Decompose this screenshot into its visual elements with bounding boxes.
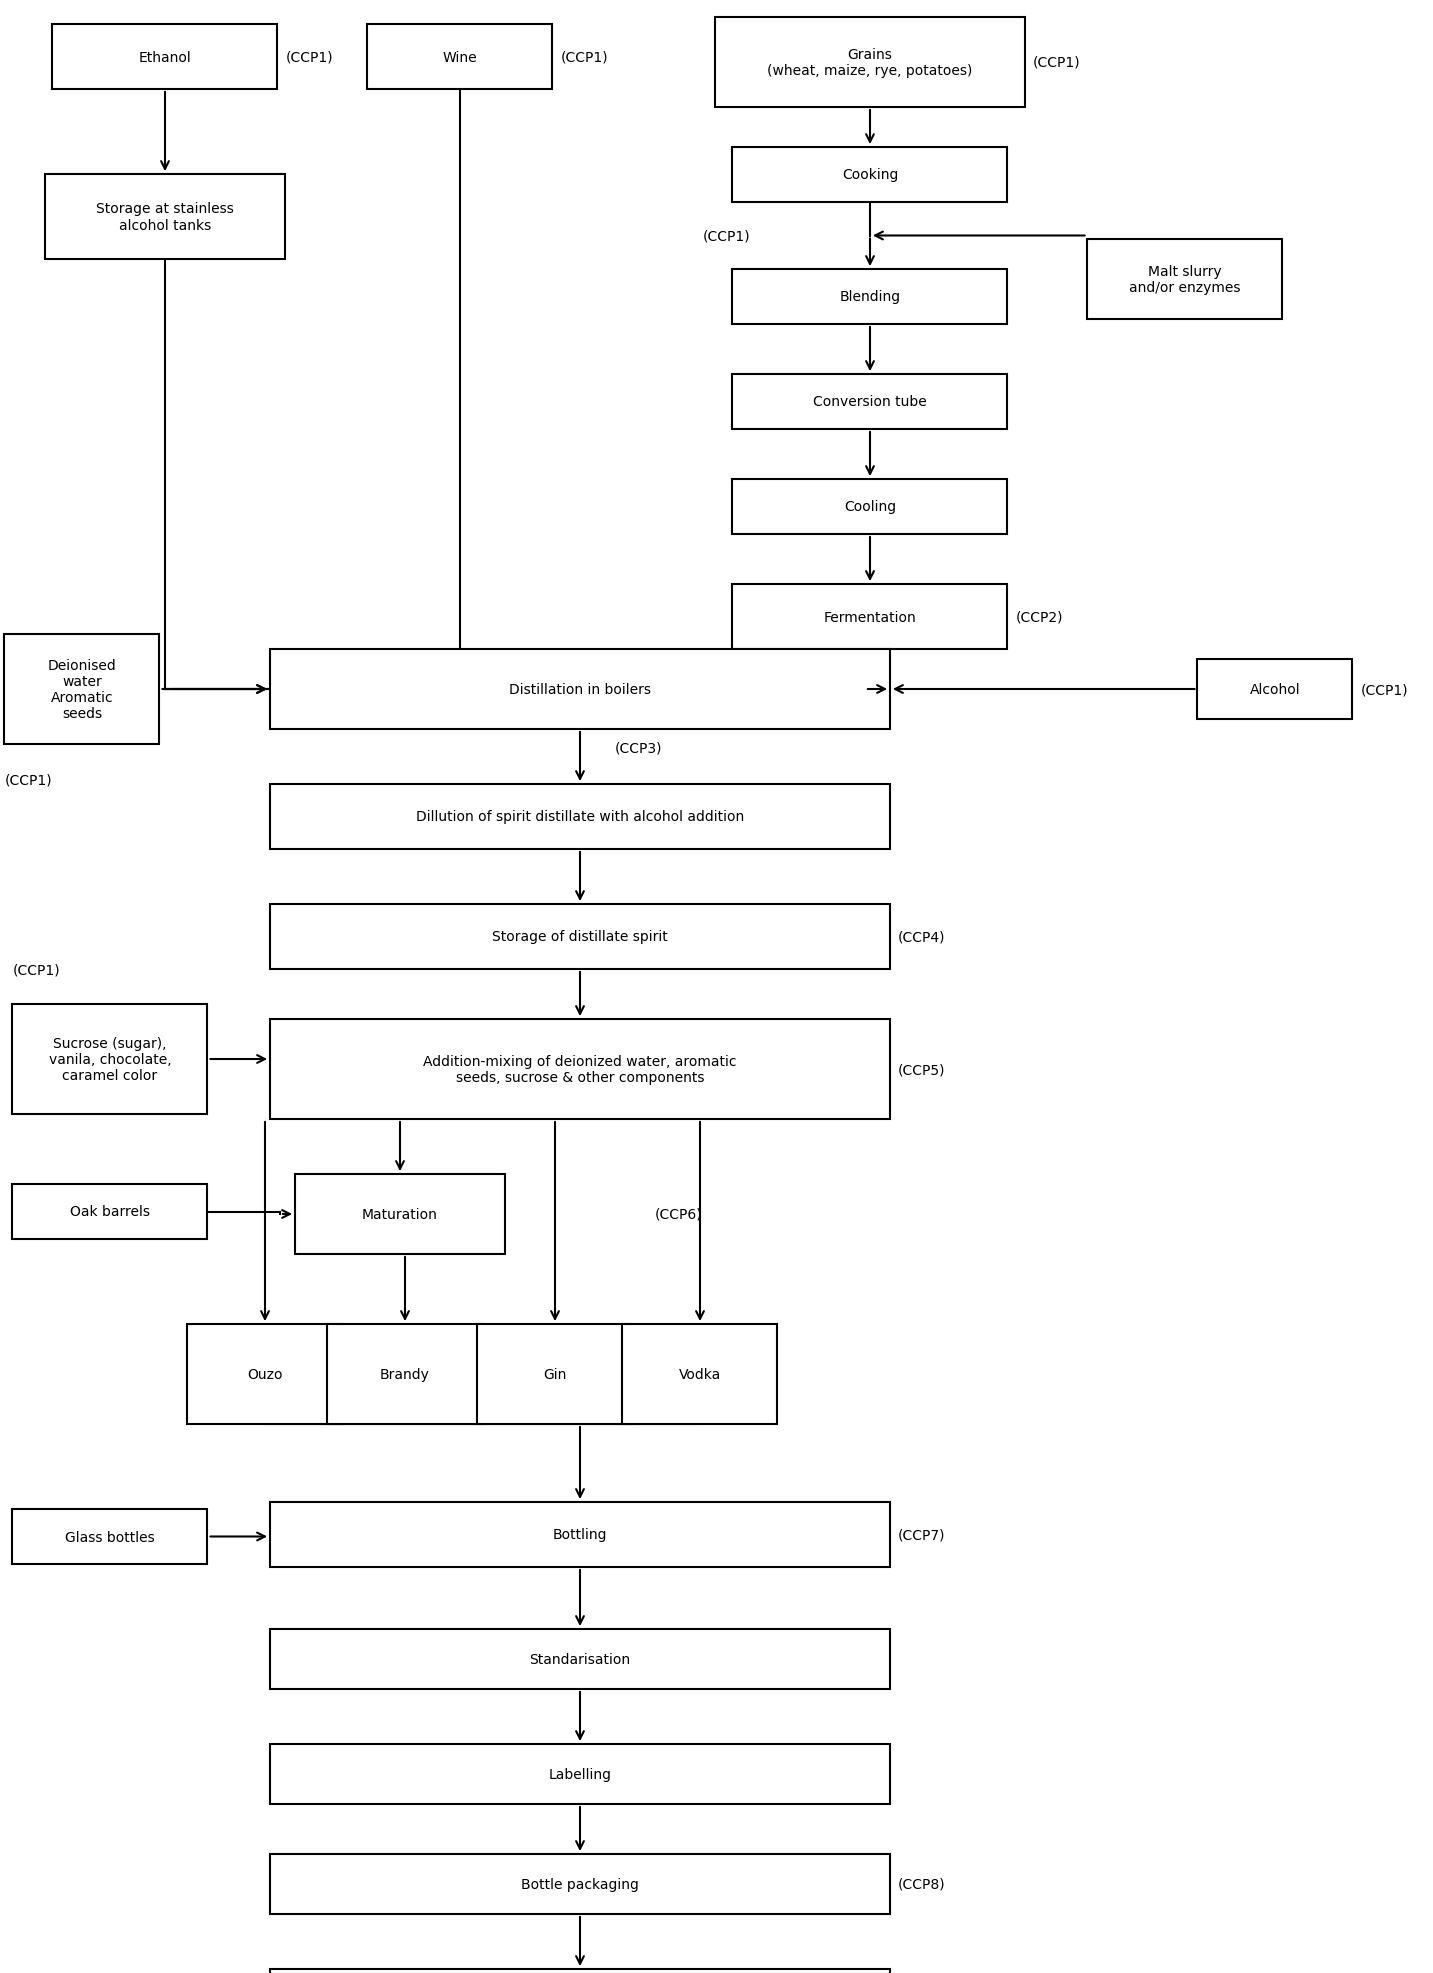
Text: Blending: Blending	[840, 290, 900, 304]
Text: (CCP1): (CCP1)	[702, 229, 749, 243]
Text: (CCP5): (CCP5)	[898, 1063, 946, 1077]
Text: Addition-mixing of deionized water, aromatic
seeds, sucrose & other components: Addition-mixing of deionized water, arom…	[423, 1054, 737, 1085]
Text: Labelling: Labelling	[549, 1768, 612, 1782]
Bar	[367, 26, 553, 91]
Bar	[295, 1174, 504, 1255]
Text: Glass bottles: Glass bottles	[64, 1529, 155, 1543]
Text: Fermentation: Fermentation	[824, 610, 916, 623]
Bar	[269, 1630, 890, 1689]
Text: Maturation: Maturation	[363, 1207, 438, 1221]
Bar	[53, 26, 278, 91]
Text: Conversion tube: Conversion tube	[813, 395, 927, 408]
Text: Alcohol: Alcohol	[1250, 683, 1300, 696]
Text: (CCP2): (CCP2)	[1016, 610, 1063, 623]
Text: Wine: Wine	[443, 51, 477, 65]
Text: Vodka: Vodka	[679, 1367, 721, 1381]
Text: Ethanol: Ethanol	[139, 51, 192, 65]
Bar	[269, 785, 890, 850]
Text: (CCP1): (CCP1)	[13, 963, 60, 977]
Bar	[188, 1324, 342, 1425]
Bar	[732, 148, 1007, 203]
Bar	[13, 1184, 208, 1239]
Text: Distillation in boilers: Distillation in boilers	[509, 683, 651, 696]
Bar	[732, 270, 1007, 326]
Bar	[269, 649, 890, 730]
Bar	[13, 1004, 208, 1115]
Text: Malt slurry
and/or enzymes: Malt slurry and/or enzymes	[1129, 264, 1241, 294]
Text: Brandy: Brandy	[380, 1367, 430, 1381]
Bar	[269, 1969, 890, 1973]
Bar	[477, 1324, 632, 1425]
Bar	[269, 904, 890, 969]
Bar	[1198, 659, 1353, 720]
Text: Bottle packaging: Bottle packaging	[522, 1876, 639, 1890]
Text: Deionised
water
Aromatic
seeds: Deionised water Aromatic seeds	[47, 659, 116, 720]
Text: (CCP1): (CCP1)	[285, 51, 332, 65]
Text: (CCP3): (CCP3)	[615, 740, 662, 754]
Bar	[715, 18, 1025, 109]
Text: Storage of distillate spirit: Storage of distillate spirit	[492, 929, 668, 943]
Text: (CCP1): (CCP1)	[1360, 683, 1409, 696]
Text: Sucrose (sugar),
vanila, chocolate,
caramel color: Sucrose (sugar), vanila, chocolate, cara…	[49, 1036, 172, 1083]
Text: Cooking: Cooking	[841, 168, 898, 182]
Bar	[1088, 241, 1283, 320]
Text: (CCP4): (CCP4)	[898, 929, 946, 943]
Text: Bottling: Bottling	[553, 1527, 608, 1541]
Bar	[732, 479, 1007, 535]
Bar	[269, 1855, 890, 1914]
Bar	[732, 375, 1007, 430]
Text: Dillution of spirit distillate with alcohol addition: Dillution of spirit distillate with alco…	[416, 811, 744, 825]
Text: Ouzo: Ouzo	[248, 1367, 282, 1381]
Text: Grains
(wheat, maize, rye, potatoes): Grains (wheat, maize, rye, potatoes)	[767, 47, 973, 79]
Text: Storage at stainless
alcohol tanks: Storage at stainless alcohol tanks	[96, 203, 234, 233]
Bar	[44, 176, 285, 260]
Text: (CCP1): (CCP1)	[560, 51, 608, 65]
Text: (CCP7): (CCP7)	[898, 1527, 946, 1541]
Text: (CCP6): (CCP6)	[655, 1207, 702, 1221]
Bar	[269, 1744, 890, 1803]
Bar	[13, 1509, 208, 1565]
Bar	[269, 1501, 890, 1567]
Text: (CCP1): (CCP1)	[1033, 55, 1080, 69]
Text: Oak barrels: Oak barrels	[70, 1206, 150, 1219]
Text: Cooling: Cooling	[844, 501, 896, 515]
Bar	[732, 584, 1007, 649]
Bar	[269, 1020, 890, 1119]
Bar	[328, 1324, 483, 1425]
Text: (CCP8): (CCP8)	[898, 1876, 946, 1890]
Bar	[622, 1324, 778, 1425]
Text: (CCP1): (CCP1)	[4, 773, 52, 787]
Text: Gin: Gin	[543, 1367, 566, 1381]
Bar	[4, 635, 159, 744]
Text: Standarisation: Standarisation	[529, 1651, 631, 1665]
